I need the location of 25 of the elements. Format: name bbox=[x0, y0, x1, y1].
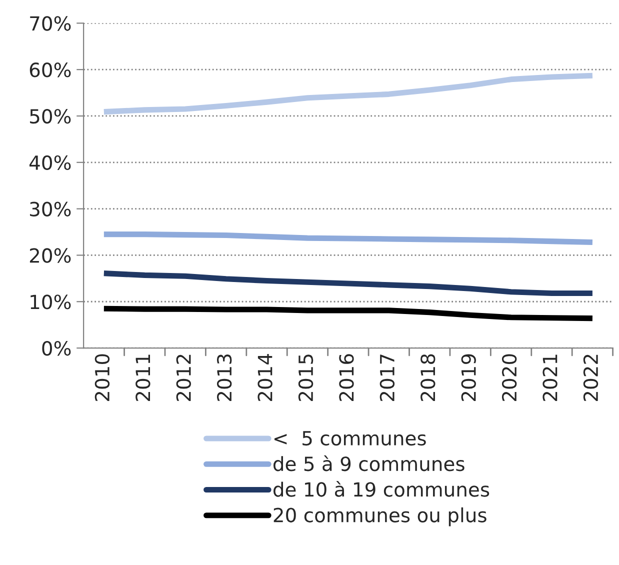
y-tick-label: 40% bbox=[29, 155, 71, 170]
y-tick-label: 20% bbox=[30, 248, 71, 263]
x-tick-label: 2020 bbox=[502, 354, 517, 401]
x-tick-label: 2016 bbox=[339, 354, 354, 401]
x-tick-label: 2014 bbox=[258, 354, 272, 401]
y-tick-label: 0% bbox=[42, 340, 71, 356]
y-tick-label: 10% bbox=[30, 294, 71, 310]
legend-label: < 5 communes bbox=[274, 431, 426, 446]
y-tick-label: 50% bbox=[30, 108, 71, 124]
legend-label: de 5 à 9 communes bbox=[273, 455, 464, 472]
x-tick-label: 2011 bbox=[136, 354, 150, 401]
x-tick-label: 2010 bbox=[94, 354, 110, 401]
x-tick-label: 2019 bbox=[461, 354, 476, 401]
legend-label: de 10 à 19 communes bbox=[273, 480, 490, 497]
y-tick-label: 70% bbox=[30, 16, 71, 31]
y-tick-label: 30% bbox=[30, 202, 71, 216]
x-tick-label: 2022 bbox=[583, 354, 598, 401]
x-tick-label: 2017 bbox=[380, 354, 395, 401]
x-tick-label: 2021 bbox=[542, 354, 558, 401]
x-tick-label: 2018 bbox=[420, 354, 436, 401]
x-tick-label: 2012 bbox=[176, 354, 191, 401]
x-tick-label: 2015 bbox=[298, 354, 314, 401]
legend-label: 20 communes ou plus bbox=[274, 507, 486, 526]
x-tick-label: 2013 bbox=[216, 354, 232, 401]
y-tick-label: 60% bbox=[30, 62, 71, 78]
